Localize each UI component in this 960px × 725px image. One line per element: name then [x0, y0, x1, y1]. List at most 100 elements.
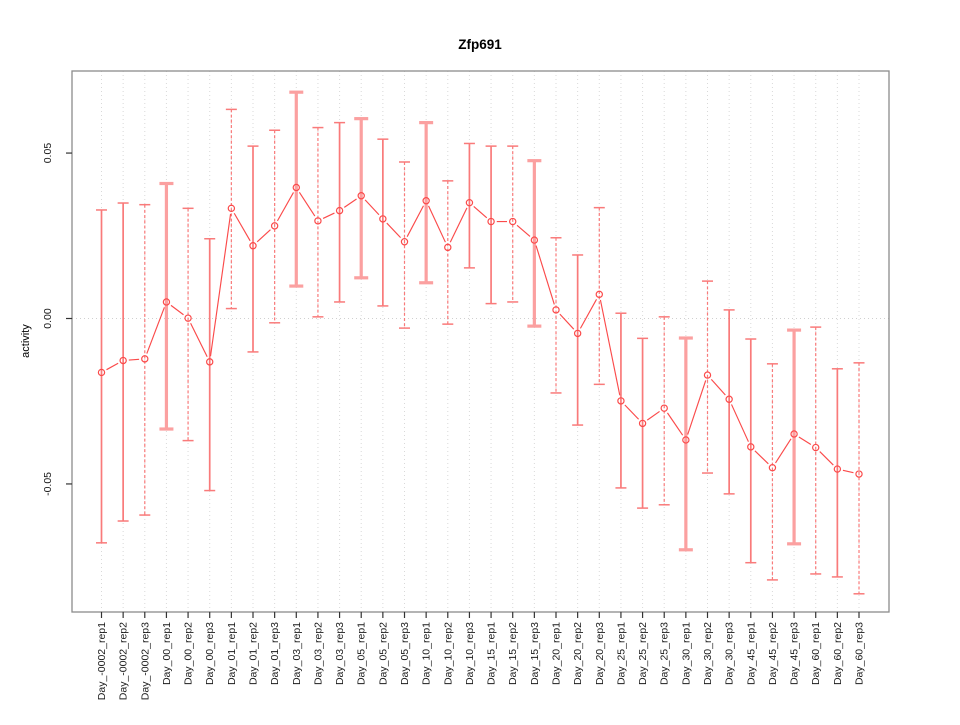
- x-tick-label: Day_25_rep3: [659, 622, 671, 685]
- error-bar: [637, 337, 649, 509]
- error-bar: [442, 180, 454, 325]
- data-point-marker: [422, 197, 430, 205]
- error-bar: [766, 363, 778, 581]
- series-segment: [343, 198, 357, 208]
- data-point-marker: [638, 419, 647, 428]
- gridlines-layer: [72, 71, 889, 612]
- series-segment: [599, 299, 621, 396]
- data-point-marker: [530, 236, 539, 244]
- x-tick-label: Day_30_rep3: [724, 622, 736, 685]
- x-tick-label: Day_45_rep2: [767, 622, 779, 685]
- x-tick-label: Day_05_rep3: [399, 622, 411, 685]
- series-segment: [535, 245, 555, 305]
- data-point-marker: [790, 430, 798, 438]
- chart-title: Zfp691: [458, 37, 502, 52]
- error-bar: [507, 145, 519, 303]
- series-segment: [276, 192, 294, 222]
- error-bar: [615, 312, 627, 489]
- error-bar: [117, 202, 129, 522]
- error-bar: [550, 237, 562, 394]
- data-point-marker: [335, 206, 344, 215]
- error-bar: [225, 108, 237, 310]
- x-tick-label: Day_15_rep1: [486, 622, 498, 685]
- data-point-marker: [444, 243, 452, 252]
- x-tick-label: Day_-0002_rep3: [139, 622, 151, 700]
- x-tick-label: Day_01_rep3: [269, 622, 281, 685]
- series-segment: [775, 438, 792, 464]
- y-tick-label: 0.00: [42, 308, 54, 329]
- x-tick-label: Day_25_rep1: [615, 622, 627, 685]
- x-tick-label: Day_60_rep3: [854, 622, 866, 685]
- data-point-marker: [400, 238, 409, 246]
- error-bar: [182, 207, 194, 442]
- error-bar: [289, 90, 304, 288]
- series-segment: [449, 207, 468, 243]
- series-segment: [516, 224, 531, 237]
- x-tick-label: Day_45_rep1: [745, 622, 757, 685]
- series-segment: [687, 380, 707, 435]
- data-point-marker: [97, 368, 106, 377]
- error-bar: [853, 362, 865, 595]
- data-point-marker: [812, 443, 820, 452]
- data-point-marker: [617, 397, 625, 405]
- series-segment: [559, 313, 575, 330]
- data-point-marker: [357, 192, 365, 200]
- x-tick-label: Day_03_rep3: [334, 622, 346, 685]
- series-segment: [819, 451, 834, 466]
- data-point-marker: [682, 436, 690, 444]
- data-point-marker: [747, 443, 755, 451]
- x-tick-label: Day_00_rep1: [161, 622, 173, 685]
- x-tick-label: Day_45_rep3: [789, 622, 801, 685]
- error-bar: [312, 126, 324, 318]
- error-bar: [419, 121, 434, 285]
- series-segment: [322, 212, 335, 219]
- x-tick-label: Day_20_rep2: [572, 622, 584, 685]
- x-tick-label: Day_03_rep1: [291, 622, 303, 685]
- series-segment: [106, 362, 119, 371]
- data-point-marker: [725, 395, 733, 403]
- y-tick-label: 0.05: [42, 143, 54, 164]
- error-bar: [745, 338, 757, 564]
- data-point-marker: [703, 371, 712, 379]
- series-segment: [386, 222, 401, 238]
- data-point-marker: [573, 329, 582, 338]
- error-bar: [678, 336, 693, 552]
- data-point-marker: [465, 198, 474, 207]
- data-point-marker: [141, 355, 149, 363]
- series-layer: [97, 183, 863, 478]
- error-bar: [399, 161, 411, 329]
- error-bar: [159, 181, 174, 431]
- series-segment: [666, 412, 684, 436]
- x-tick-label: Day_00_rep3: [204, 622, 216, 685]
- error-bar: [96, 209, 107, 544]
- series-segment: [170, 304, 184, 316]
- error-bar: [334, 121, 346, 303]
- series-segment: [364, 199, 380, 216]
- series-segment: [754, 450, 769, 465]
- x-tick-label: Day_01_rep1: [226, 622, 238, 685]
- x-tick-label: Day_15_rep3: [529, 622, 541, 685]
- data-point-marker: [227, 204, 236, 213]
- series-segment: [298, 191, 316, 217]
- error-bar: [593, 206, 605, 386]
- x-tick-label: Day_30_rep1: [680, 622, 692, 685]
- series-segment: [256, 229, 271, 243]
- data-point-marker: [270, 222, 279, 230]
- axes-layer: Day_-0002_rep1 Day_-0002_rep2 Day_-0002_re…: [42, 70, 890, 700]
- data-point-marker: [379, 215, 387, 223]
- x-tick-label: Day_00_rep2: [183, 622, 195, 685]
- error-bar: [810, 326, 822, 575]
- series-segment: [209, 213, 232, 357]
- series-segment: [128, 358, 140, 361]
- x-tick-label: Day_05_rep1: [356, 622, 368, 685]
- error-bar: [139, 203, 151, 516]
- data-point-marker: [595, 290, 603, 299]
- series-segment: [624, 404, 640, 420]
- series-segment: [842, 469, 854, 474]
- data-point-marker: [833, 465, 842, 473]
- error-bar: [702, 280, 714, 474]
- series-segment: [233, 212, 251, 242]
- x-tick-label: Day_60_rep1: [810, 622, 822, 685]
